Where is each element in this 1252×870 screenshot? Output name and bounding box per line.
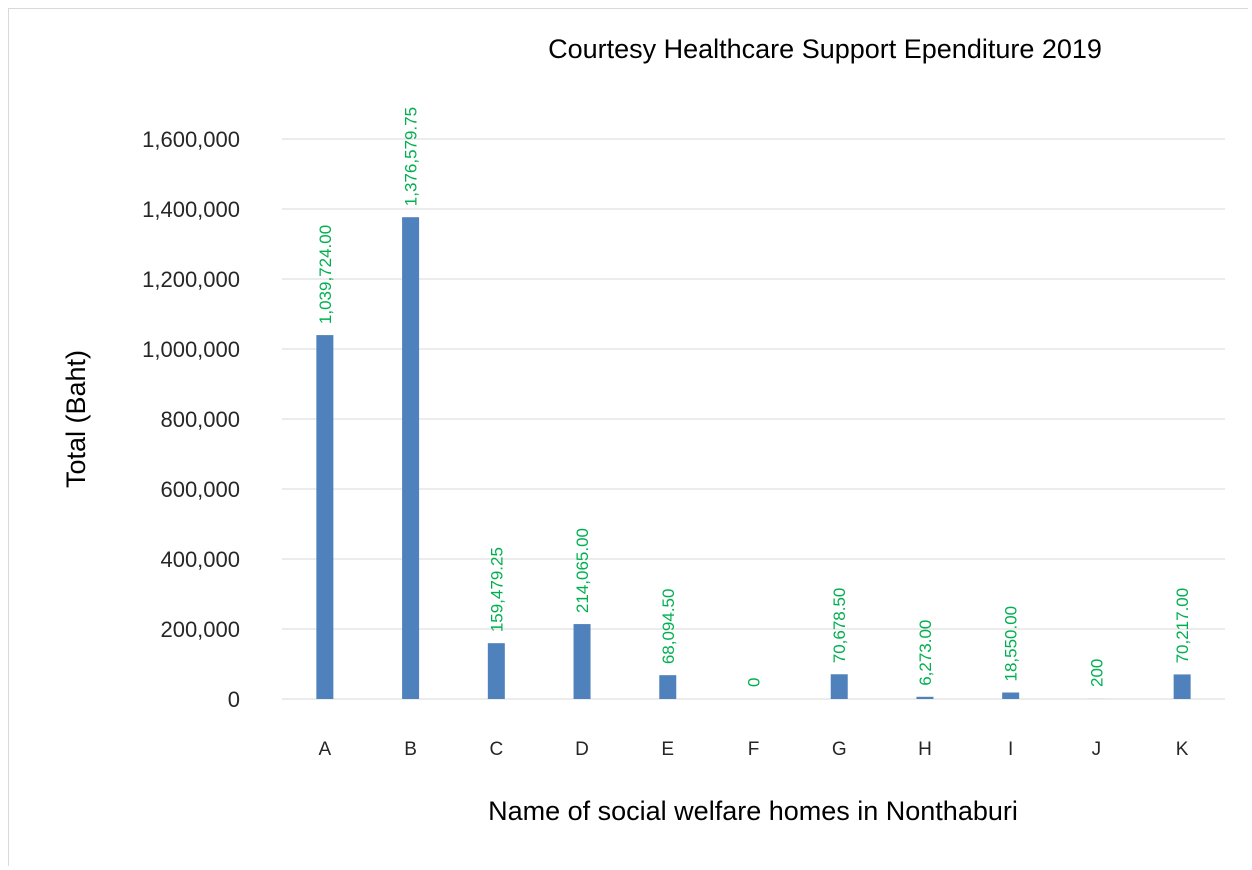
bar-h — [916, 696, 934, 699]
x-tick-label: B — [404, 739, 417, 760]
x-tick-label: G — [832, 739, 847, 760]
gridlines — [282, 138, 1225, 700]
y-tick-label: 1,000,000 — [142, 337, 240, 362]
bar-d — [573, 624, 591, 699]
y-tick-label: 1,200,000 — [142, 267, 240, 292]
x-tick-label: J — [1092, 739, 1102, 760]
bar-a — [316, 335, 334, 699]
chart-title: Courtesy Healthcare Support Ependiture 2… — [548, 34, 1102, 64]
y-tick-label: 400,000 — [160, 547, 240, 572]
y-tick-label: 0 — [228, 687, 240, 712]
x-tick-label: D — [575, 739, 589, 760]
data-label: 18,550.00 — [1002, 606, 1021, 682]
x-tick-label: E — [661, 739, 674, 760]
y-axis-ticks: 0 200,000 400,000 600,000 800,000 1,000,000 1,… — [142, 127, 240, 712]
x-tick-label: A — [319, 739, 332, 760]
x-tick-label: C — [489, 739, 503, 760]
data-label: 70,678.50 — [830, 588, 849, 664]
data-label: 159,479.25 — [487, 547, 506, 632]
x-tick-label: I — [1008, 739, 1013, 760]
data-label: 68,094.50 — [659, 589, 678, 665]
x-tick-label: F — [748, 739, 760, 760]
bar-g — [830, 674, 848, 699]
x-tick-label: H — [918, 739, 932, 760]
data-label: 70,217.00 — [1173, 588, 1192, 664]
data-labels: 1,039,724.00 1,376,579.75 159,479.25 214,06… — [316, 107, 1192, 687]
bars — [316, 217, 1191, 699]
y-tick-label: 600,000 — [160, 477, 240, 502]
bar-k — [1173, 674, 1191, 699]
x-axis-ticks: A B C D E F G H I J K — [319, 739, 1189, 760]
chart-frame — [8, 8, 1248, 866]
bar-e — [659, 675, 677, 699]
x-axis-title: Name of social welfare homes in Nonthabu… — [488, 796, 1018, 826]
data-label: 6,273.00 — [916, 620, 935, 686]
bar-c — [487, 643, 505, 699]
x-tick-label: K — [1176, 739, 1189, 760]
y-tick-label: 1,400,000 — [142, 197, 240, 222]
bar-i — [1002, 692, 1020, 699]
bar-b — [402, 217, 420, 699]
data-label: 1,376,579.75 — [402, 107, 421, 206]
y-tick-label: 1,600,000 — [142, 127, 240, 152]
data-label: 1,039,724.00 — [316, 225, 335, 324]
data-label: 214,065.00 — [573, 528, 592, 613]
y-axis-title: Total (Baht) — [61, 350, 91, 488]
y-tick-label: 800,000 — [160, 407, 240, 432]
data-label: 0 — [745, 678, 764, 687]
y-tick-label: 200,000 — [160, 617, 240, 642]
data-label: 200 — [1087, 659, 1106, 687]
